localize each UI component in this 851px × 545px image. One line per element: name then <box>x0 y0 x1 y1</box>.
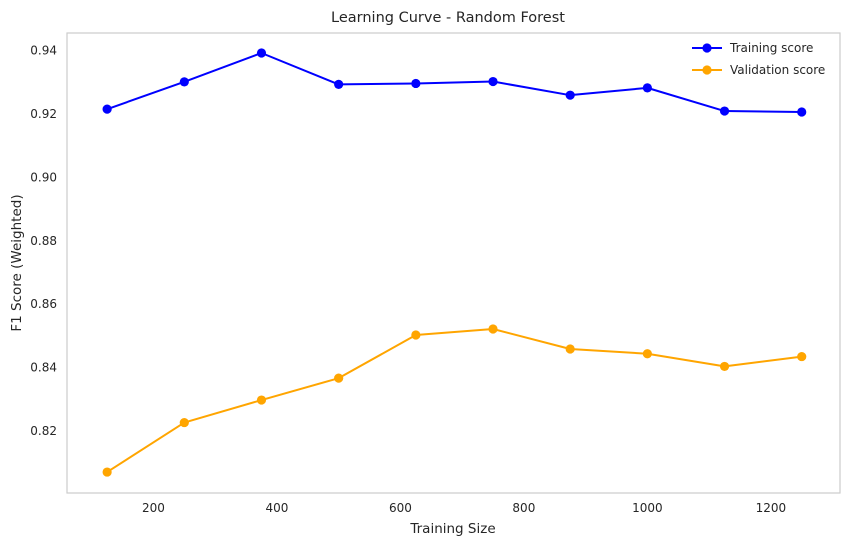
x-tick-label: 800 <box>512 501 535 515</box>
x-tick-label: 1000 <box>632 501 663 515</box>
data-point-training-score <box>565 90 575 100</box>
y-tick-label: 0.94 <box>30 43 57 57</box>
data-point-validation-score <box>179 417 189 428</box>
legend-item-validation-score: Validation score <box>692 63 825 77</box>
legend: Training score Validation score <box>692 41 825 77</box>
y-tick-label: 0.84 <box>30 361 57 375</box>
data-point-training-score <box>179 77 189 87</box>
series-training-score <box>102 48 807 117</box>
legend-point-marker <box>702 65 712 75</box>
y-tick-label: 0.82 <box>30 424 57 438</box>
data-point-validation-score <box>719 361 730 372</box>
legend-label: Validation score <box>730 63 825 77</box>
y-tick-label: 0.90 <box>30 170 57 184</box>
plot-area-frame <box>66 32 841 494</box>
data-point-validation-score <box>797 351 807 362</box>
data-point-validation-score <box>411 330 421 340</box>
series-line-validation-score <box>106 327 802 473</box>
data-point-validation-score <box>102 467 112 477</box>
x-axis-ticks: 200 400 600 800 1000 1200 <box>142 501 786 515</box>
data-point-training-score <box>797 107 807 117</box>
data-point-validation-score <box>642 349 652 359</box>
series-validation-score <box>102 324 807 477</box>
data-point-validation-score <box>565 344 575 354</box>
data-point-training-score <box>411 78 421 89</box>
data-point-training-score <box>102 104 112 114</box>
y-axis-ticks: 0.82 0.84 0.86 0.88 0.90 0.92 0.94 <box>30 43 57 438</box>
x-tick-label: 400 <box>265 501 288 515</box>
y-tick-label: 0.88 <box>30 234 57 248</box>
x-tick-label: 200 <box>142 501 165 515</box>
legend-point-marker <box>702 43 712 53</box>
legend-label: Training score <box>729 41 813 55</box>
data-point-validation-score <box>256 395 267 405</box>
data-point-training-score <box>642 83 652 93</box>
series-layer <box>102 48 807 477</box>
x-axis-title: Training Size <box>409 521 495 537</box>
y-tick-label: 0.86 <box>30 297 57 311</box>
data-point-training-score <box>334 79 344 89</box>
series-line-training-score <box>106 51 802 113</box>
data-point-validation-score <box>488 324 498 334</box>
data-point-validation-score <box>334 373 344 383</box>
x-tick-label: 1200 <box>756 501 787 515</box>
y-axis-title: F1 Score (Weighted) <box>9 194 25 331</box>
data-point-training-score <box>488 76 498 87</box>
legend-item-training-score: Training score <box>692 41 813 55</box>
data-point-training-score <box>256 48 267 58</box>
y-tick-label: 0.92 <box>30 107 57 121</box>
data-point-training-score <box>719 106 730 116</box>
x-tick-label: 600 <box>389 501 412 515</box>
chart-title: Learning Curve - Random Forest <box>331 10 565 26</box>
